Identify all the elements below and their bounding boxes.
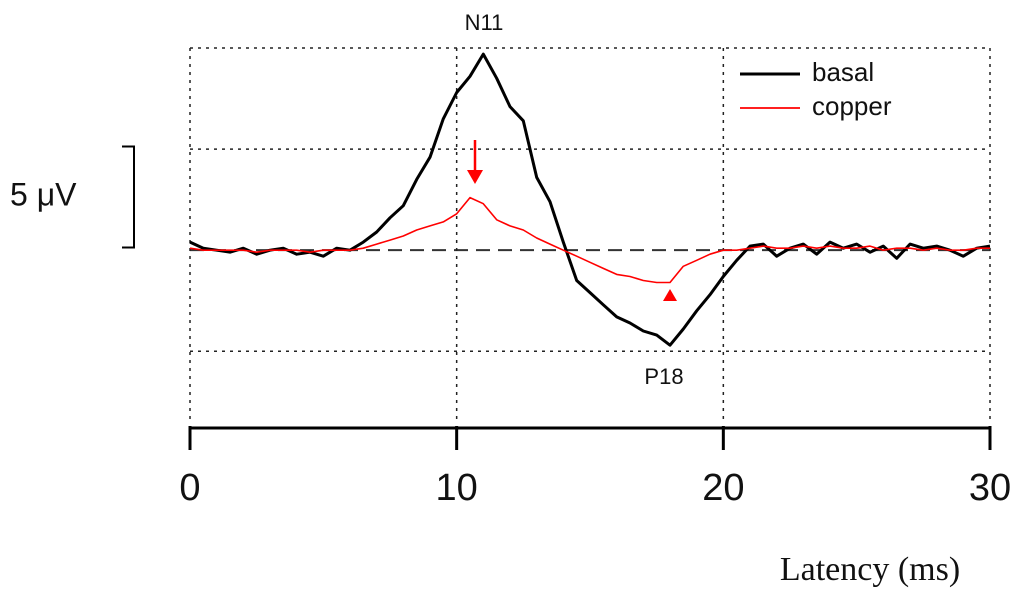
x-tick-label: 30 [969,467,1011,509]
scale-bar [122,145,135,249]
x-tick-label: 0 [179,467,200,509]
scale-bar-label: 5 μV [10,176,77,212]
arrow-head [467,170,483,184]
x-axis-label: Latency (ms) [780,551,960,588]
triangle-marker [663,289,677,301]
series-line [189,52,991,347]
x-tick-label: 10 [436,467,478,509]
annotation: P18 [644,364,683,389]
legend-label: basal [812,57,874,87]
series-line [189,196,990,284]
legend-label: copper [812,91,892,121]
annotation: N11 [465,10,504,35]
x-tick-label: 20 [702,467,744,509]
